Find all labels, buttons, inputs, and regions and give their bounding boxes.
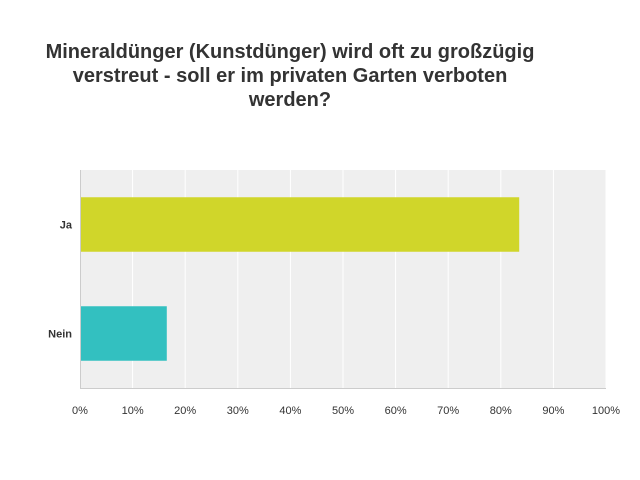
category-labels: Ja Nein [48, 220, 73, 341]
x-tick-label: 20% [174, 405, 196, 417]
chart-title: Mineraldünger (Kunstdünger) wird oft zu … [45, 41, 535, 111]
x-tick-label: 70% [437, 405, 459, 417]
x-tick-labels: 0% 10% 20% 30% 40% 50% 60% 70% 80% 90% 100% [72, 405, 620, 417]
x-tick-label: 10% [122, 405, 144, 417]
x-tick-label: 40% [279, 405, 301, 417]
category-label: Nein [48, 329, 72, 341]
bar-ja [80, 197, 520, 252]
x-tick-label: 60% [385, 405, 407, 417]
x-tick-label: 50% [332, 405, 354, 417]
bar-nein [80, 306, 167, 361]
x-tick-label: 80% [490, 405, 512, 417]
x-tick-label: 30% [227, 405, 249, 417]
x-tick-label: 90% [542, 405, 564, 417]
x-tick-label: 100% [592, 405, 620, 417]
x-tick-label: 0% [72, 405, 88, 417]
bars [80, 197, 520, 361]
category-label: Ja [60, 220, 73, 232]
